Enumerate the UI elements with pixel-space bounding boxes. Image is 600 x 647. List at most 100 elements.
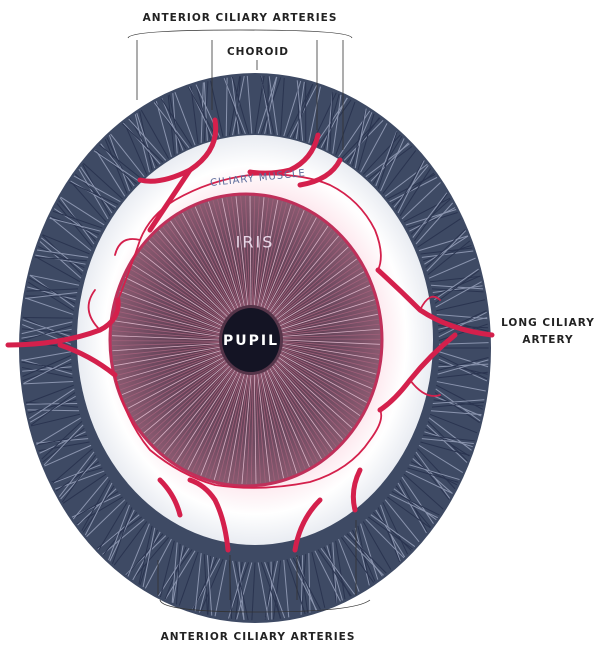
stroke: [114, 310, 220, 335]
stroke: [282, 342, 380, 355]
stroke: [432, 399, 485, 405]
stroke: [360, 523, 379, 580]
stroke: [164, 550, 196, 600]
stroke: [264, 212, 309, 309]
stroke: [36, 417, 82, 445]
stroke: [131, 263, 224, 323]
stroke: [152, 236, 229, 316]
stroke: [266, 217, 317, 310]
stroke: [389, 176, 438, 203]
stroke: [122, 123, 164, 163]
stroke: [428, 257, 476, 279]
stroke: [31, 413, 81, 427]
stroke: [279, 356, 363, 412]
stroke: [175, 370, 236, 463]
stroke: [175, 543, 181, 605]
stroke: [273, 364, 340, 444]
stroke: [282, 328, 380, 337]
stroke: [438, 358, 488, 382]
stroke: [98, 502, 128, 551]
stroke: [73, 175, 121, 203]
stroke: [99, 144, 142, 180]
stroke: [292, 557, 321, 610]
stroke: [434, 395, 482, 417]
stroke: [223, 77, 246, 134]
stroke: [280, 77, 285, 136]
stroke: [437, 359, 489, 375]
stroke: [27, 399, 77, 414]
stroke: [268, 222, 325, 312]
stroke: [384, 163, 428, 197]
stroke: [270, 367, 326, 457]
label-long-ciliary-artery: LONG CILIARY: [501, 317, 595, 329]
stroke: [113, 315, 220, 336]
stroke: [282, 346, 377, 375]
stroke: [111, 340, 220, 342]
stroke: [21, 351, 72, 361]
stroke: [39, 431, 86, 454]
stroke: [199, 559, 224, 613]
stroke: [22, 355, 72, 377]
stroke: [261, 206, 296, 308]
stroke: [206, 555, 213, 616]
stroke: [409, 207, 456, 232]
stroke: [365, 518, 405, 559]
stroke: [280, 294, 374, 329]
stroke: [22, 316, 72, 341]
stroke: [167, 368, 234, 458]
stroke: [174, 92, 196, 146]
stroke: [282, 338, 381, 340]
stroke: [221, 198, 245, 306]
stroke: [343, 535, 384, 576]
stroke: [255, 198, 270, 306]
stroke: [399, 168, 432, 217]
stroke: [209, 373, 244, 479]
stroke: [272, 365, 333, 451]
stroke: [282, 339, 380, 345]
stroke: [279, 275, 367, 324]
stroke: [182, 212, 236, 310]
stroke: [137, 361, 227, 426]
stroke: [409, 464, 460, 481]
stroke: [426, 230, 467, 272]
stroke: [160, 98, 193, 147]
stroke: [232, 374, 250, 484]
stroke: [102, 512, 138, 556]
stroke: [23, 381, 74, 385]
stroke: [72, 491, 119, 519]
stroke: [72, 476, 109, 520]
stroke: [278, 357, 361, 417]
stroke: [274, 363, 344, 440]
stroke: [132, 359, 225, 418]
stroke: [231, 77, 240, 135]
stroke: [102, 518, 145, 555]
stroke: [264, 76, 278, 134]
stroke: [279, 355, 365, 408]
stroke: [436, 299, 486, 312]
stroke: [94, 149, 137, 185]
stroke: [260, 373, 284, 479]
stroke: [76, 496, 123, 525]
stroke: [178, 551, 199, 606]
stroke: [41, 237, 84, 272]
stroke: [438, 363, 489, 368]
stroke: [23, 358, 72, 384]
stroke: [438, 311, 487, 338]
stroke: [166, 223, 232, 313]
stroke: [30, 392, 76, 426]
stroke: [329, 91, 334, 153]
stroke: [112, 343, 220, 352]
stroke: [34, 255, 81, 283]
stroke: [258, 201, 283, 307]
stroke: [70, 180, 117, 208]
stroke: [178, 215, 235, 311]
stroke: [311, 551, 326, 608]
stroke: [227, 374, 249, 483]
stroke: [26, 288, 79, 292]
stroke: [260, 562, 282, 619]
stroke: [81, 479, 111, 531]
stroke: [438, 310, 487, 334]
stroke: [375, 509, 406, 558]
stroke: [42, 234, 90, 255]
